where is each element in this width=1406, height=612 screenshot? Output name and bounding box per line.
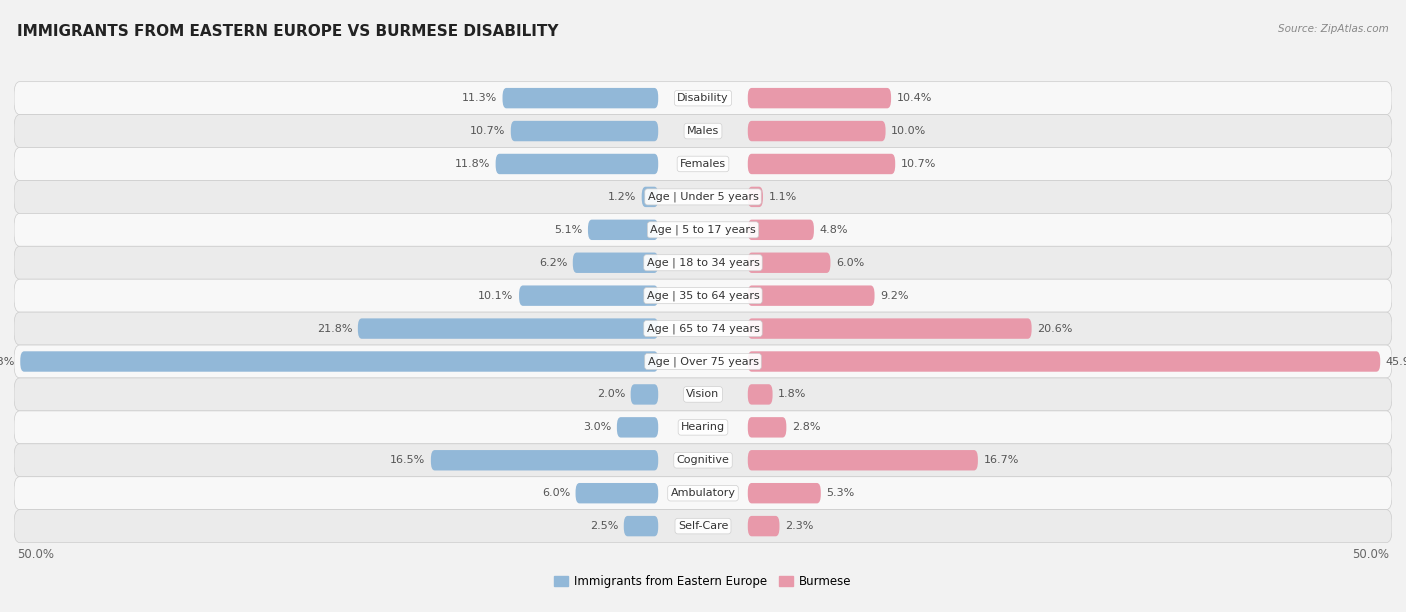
Text: 5.1%: 5.1%: [554, 225, 582, 235]
Text: 20.6%: 20.6%: [1038, 324, 1073, 334]
Text: Vision: Vision: [686, 389, 720, 400]
Text: 10.7%: 10.7%: [470, 126, 505, 136]
Text: 1.8%: 1.8%: [778, 389, 807, 400]
Text: 9.2%: 9.2%: [880, 291, 908, 300]
FancyBboxPatch shape: [14, 477, 1392, 510]
FancyBboxPatch shape: [748, 351, 1381, 371]
FancyBboxPatch shape: [510, 121, 658, 141]
FancyBboxPatch shape: [14, 81, 1392, 114]
Text: 5.3%: 5.3%: [827, 488, 855, 498]
Text: IMMIGRANTS FROM EASTERN EUROPE VS BURMESE DISABILITY: IMMIGRANTS FROM EASTERN EUROPE VS BURMES…: [17, 24, 558, 40]
Text: Self-Care: Self-Care: [678, 521, 728, 531]
FancyBboxPatch shape: [14, 181, 1392, 214]
FancyBboxPatch shape: [748, 285, 875, 306]
FancyBboxPatch shape: [14, 312, 1392, 345]
Text: Age | 65 to 74 years: Age | 65 to 74 years: [647, 323, 759, 334]
FancyBboxPatch shape: [748, 187, 763, 207]
Text: Females: Females: [681, 159, 725, 169]
FancyBboxPatch shape: [14, 510, 1392, 543]
Text: Ambulatory: Ambulatory: [671, 488, 735, 498]
Text: 50.0%: 50.0%: [1353, 548, 1389, 561]
Text: 50.0%: 50.0%: [17, 548, 53, 561]
Text: Age | 18 to 34 years: Age | 18 to 34 years: [647, 258, 759, 268]
Text: 10.0%: 10.0%: [891, 126, 927, 136]
Text: 10.7%: 10.7%: [901, 159, 936, 169]
Text: 2.5%: 2.5%: [591, 521, 619, 531]
FancyBboxPatch shape: [575, 483, 658, 504]
Text: 1.1%: 1.1%: [769, 192, 797, 202]
FancyBboxPatch shape: [14, 444, 1392, 477]
FancyBboxPatch shape: [502, 88, 658, 108]
FancyBboxPatch shape: [14, 114, 1392, 147]
FancyBboxPatch shape: [748, 220, 814, 240]
FancyBboxPatch shape: [748, 318, 1032, 339]
Text: Age | Over 75 years: Age | Over 75 years: [648, 356, 758, 367]
Text: Disability: Disability: [678, 93, 728, 103]
Text: Source: ZipAtlas.com: Source: ZipAtlas.com: [1278, 24, 1389, 34]
Legend: Immigrants from Eastern Europe, Burmese: Immigrants from Eastern Europe, Burmese: [550, 570, 856, 592]
FancyBboxPatch shape: [588, 220, 658, 240]
Text: 45.9%: 45.9%: [1386, 357, 1406, 367]
Text: 1.2%: 1.2%: [607, 192, 636, 202]
FancyBboxPatch shape: [641, 187, 658, 207]
FancyBboxPatch shape: [14, 214, 1392, 246]
FancyBboxPatch shape: [748, 483, 821, 504]
FancyBboxPatch shape: [14, 411, 1392, 444]
Text: Hearing: Hearing: [681, 422, 725, 432]
Text: 6.0%: 6.0%: [541, 488, 569, 498]
Text: Cognitive: Cognitive: [676, 455, 730, 465]
Text: 11.3%: 11.3%: [461, 93, 496, 103]
Text: Age | 5 to 17 years: Age | 5 to 17 years: [650, 225, 756, 235]
FancyBboxPatch shape: [14, 246, 1392, 279]
FancyBboxPatch shape: [748, 417, 786, 438]
Text: 16.5%: 16.5%: [389, 455, 426, 465]
Text: 2.0%: 2.0%: [596, 389, 626, 400]
FancyBboxPatch shape: [14, 378, 1392, 411]
FancyBboxPatch shape: [572, 253, 658, 273]
FancyBboxPatch shape: [748, 154, 896, 174]
FancyBboxPatch shape: [14, 147, 1392, 181]
FancyBboxPatch shape: [748, 88, 891, 108]
Text: 11.8%: 11.8%: [454, 159, 491, 169]
FancyBboxPatch shape: [14, 345, 1392, 378]
FancyBboxPatch shape: [14, 279, 1392, 312]
FancyBboxPatch shape: [519, 285, 658, 306]
Text: 21.8%: 21.8%: [316, 324, 353, 334]
Text: 4.8%: 4.8%: [820, 225, 848, 235]
FancyBboxPatch shape: [748, 121, 886, 141]
Text: Age | 35 to 64 years: Age | 35 to 64 years: [647, 291, 759, 301]
Text: 6.2%: 6.2%: [538, 258, 567, 267]
Text: Age | Under 5 years: Age | Under 5 years: [648, 192, 758, 202]
FancyBboxPatch shape: [748, 253, 831, 273]
Text: 2.3%: 2.3%: [785, 521, 813, 531]
FancyBboxPatch shape: [631, 384, 658, 405]
Text: 46.3%: 46.3%: [0, 357, 14, 367]
FancyBboxPatch shape: [359, 318, 658, 339]
Text: 2.8%: 2.8%: [792, 422, 820, 432]
FancyBboxPatch shape: [20, 351, 658, 371]
FancyBboxPatch shape: [496, 154, 658, 174]
Text: 3.0%: 3.0%: [583, 422, 612, 432]
FancyBboxPatch shape: [617, 417, 658, 438]
FancyBboxPatch shape: [430, 450, 658, 471]
FancyBboxPatch shape: [748, 516, 779, 536]
FancyBboxPatch shape: [624, 516, 658, 536]
FancyBboxPatch shape: [748, 384, 772, 405]
Text: Males: Males: [688, 126, 718, 136]
Text: 10.4%: 10.4%: [897, 93, 932, 103]
Text: 10.1%: 10.1%: [478, 291, 513, 300]
Text: 6.0%: 6.0%: [837, 258, 865, 267]
Text: 16.7%: 16.7%: [983, 455, 1019, 465]
FancyBboxPatch shape: [748, 450, 979, 471]
